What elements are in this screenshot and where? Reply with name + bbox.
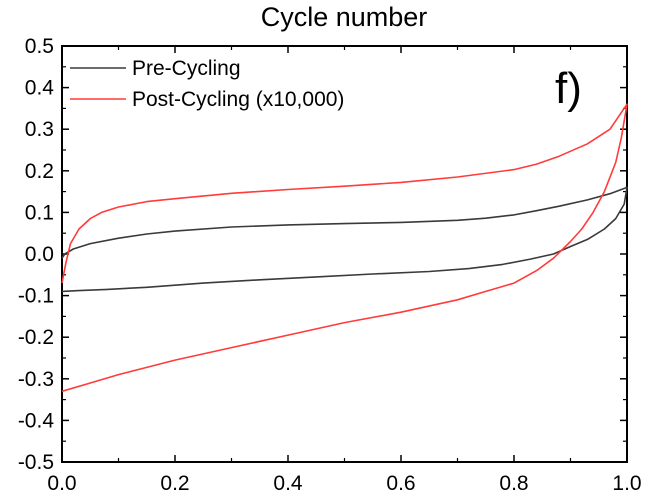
x-tick-label: 0.0 xyxy=(47,472,76,495)
y-tick-label: 0.0 xyxy=(25,243,54,266)
y-tick-label: 0.2 xyxy=(25,160,54,183)
y-tick-label: 0.5 xyxy=(25,35,54,58)
chart-title: Cycle number xyxy=(261,2,428,32)
y-tick-label: -0.5 xyxy=(18,451,54,474)
x-tick-label: 0.2 xyxy=(160,472,189,495)
panel-label: f) xyxy=(555,64,582,113)
y-tick-label: -0.1 xyxy=(18,285,54,308)
x-tick-label: 0.4 xyxy=(273,472,303,495)
legend-label: Pre-Cycling xyxy=(132,57,241,80)
y-tick-label: -0.4 xyxy=(18,409,55,432)
y-tick-label: 0.3 xyxy=(25,118,54,141)
x-tick-label: 0.6 xyxy=(386,472,415,495)
y-tick-label: -0.3 xyxy=(18,368,54,391)
series-line-1 xyxy=(61,103,628,393)
legend-label: Post-Cycling (x10,000) xyxy=(132,88,344,111)
y-tick-label: -0.2 xyxy=(18,326,54,349)
x-tick-label: 1.0 xyxy=(612,472,641,495)
x-axis: 0.0 0.2 0.4 0.6 0.8 1.0 xyxy=(47,46,642,495)
y-axis: 0.5 0.4 0.3 0.2 0.1 0.0 -0.1 -0.2 -0.3 -0.4 -0.5 xyxy=(18,35,627,474)
series-layer xyxy=(61,103,628,393)
series-line-0 xyxy=(61,186,628,293)
legend: Pre-Cycling Post-Cycling (x10,000) xyxy=(70,57,344,111)
x-tick-label: 0.8 xyxy=(499,472,528,495)
y-tick-label: 0.1 xyxy=(25,201,54,224)
y-tick-label: 0.4 xyxy=(25,77,55,100)
